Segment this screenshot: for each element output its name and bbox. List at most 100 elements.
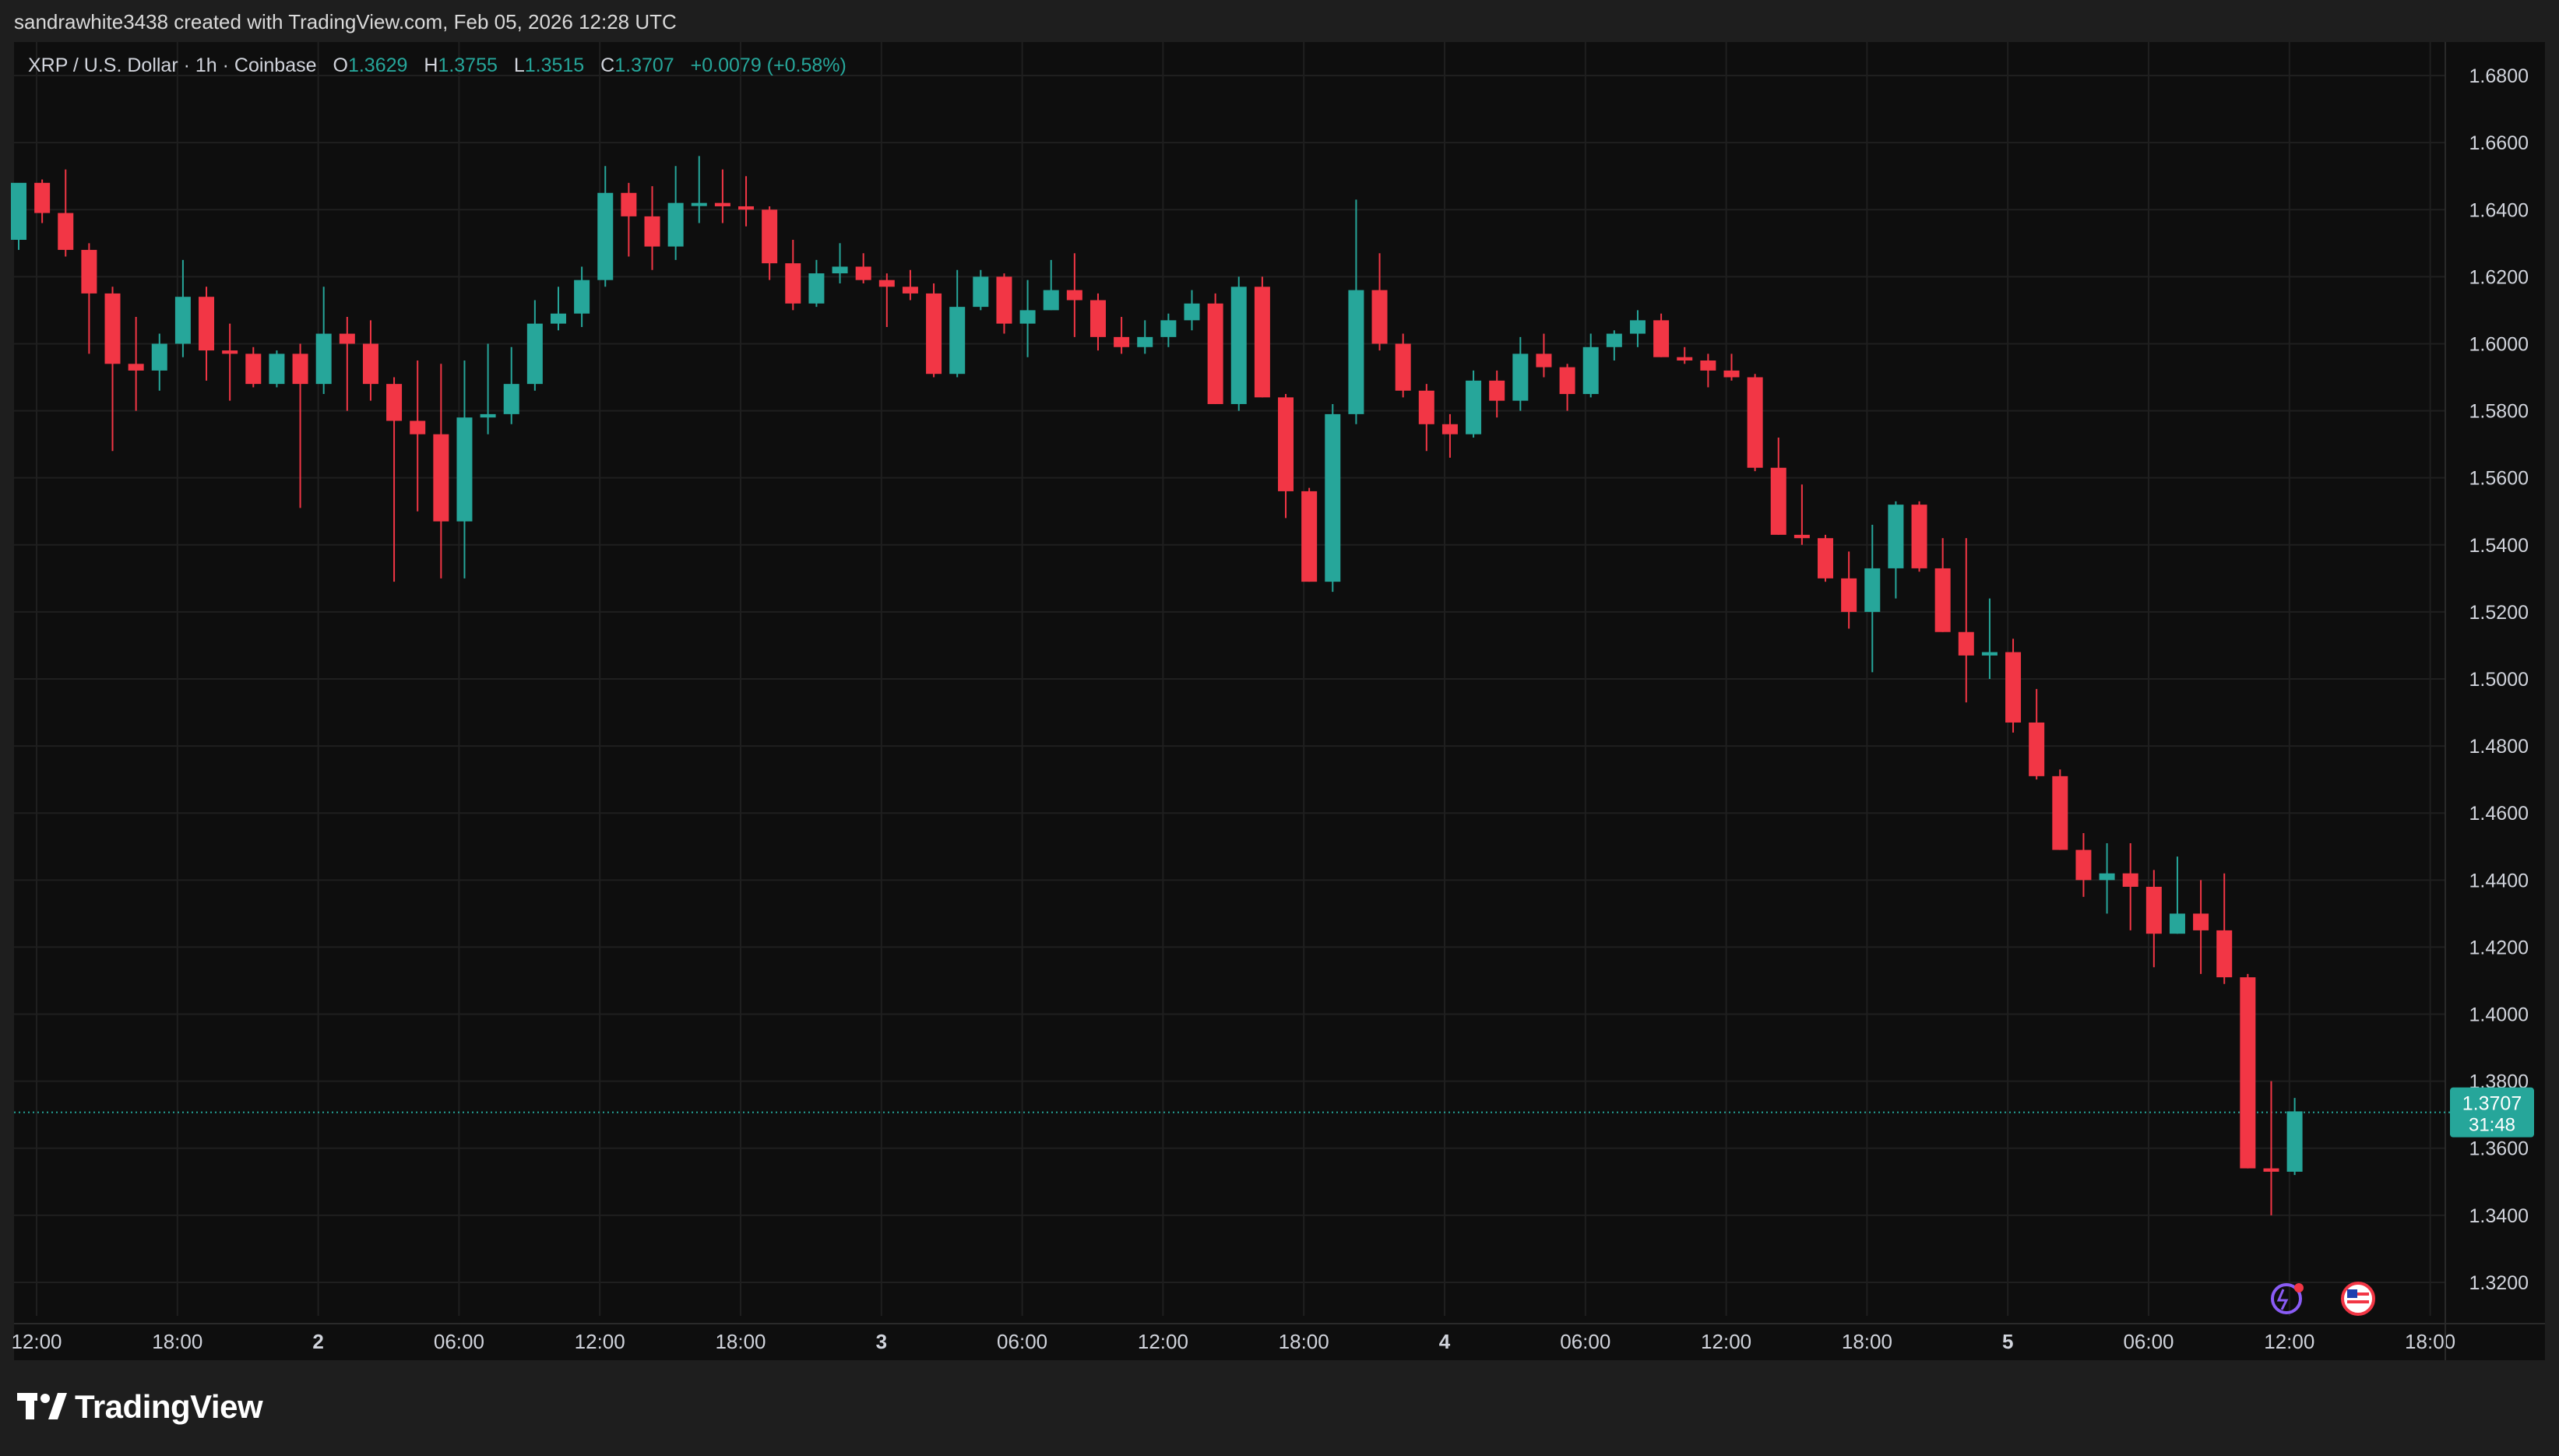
candle-body[interactable] — [1934, 568, 1951, 632]
candle-body[interactable] — [2099, 873, 2115, 881]
candle-body[interactable] — [1066, 290, 1082, 301]
candle-body[interactable] — [222, 350, 238, 354]
candle-body[interactable] — [1019, 310, 1036, 324]
candle-body[interactable] — [973, 276, 989, 308]
candle-body[interactable] — [1089, 300, 1106, 337]
candle-body[interactable] — [315, 333, 332, 385]
candle-body[interactable] — [878, 280, 895, 287]
candle-body[interactable] — [1418, 390, 1434, 424]
candle-body[interactable] — [644, 216, 660, 247]
candle-body[interactable] — [2005, 652, 2022, 723]
candle-body[interactable] — [1441, 424, 1458, 434]
candle-body[interactable] — [151, 343, 167, 371]
candle-body[interactable] — [1278, 397, 1294, 491]
candle-body[interactable] — [621, 192, 637, 216]
candle-body[interactable] — [855, 266, 871, 280]
candle-body[interactable] — [1536, 353, 1552, 368]
candle-body[interactable] — [1677, 357, 1693, 360]
candle-body[interactable] — [34, 182, 51, 213]
candle-body[interactable] — [1770, 467, 1786, 535]
candle-body[interactable] — [2029, 722, 2045, 776]
candle-body[interactable] — [1371, 290, 1388, 344]
chart-panel[interactable] — [14, 42, 2545, 1360]
candle-body[interactable] — [1864, 568, 1881, 612]
candle-body[interactable] — [245, 353, 262, 385]
ai-assistant-icon[interactable] — [2271, 1283, 2302, 1314]
candle-body[interactable] — [1254, 287, 1270, 398]
candle-body[interactable] — [81, 249, 97, 294]
candle-body[interactable] — [503, 384, 519, 414]
candle-body[interactable] — [1160, 320, 1177, 337]
candle-body[interactable] — [1207, 303, 1223, 404]
candle-body[interactable] — [1582, 346, 1599, 395]
candle-body[interactable] — [738, 206, 755, 210]
candle-body[interactable] — [1301, 491, 1318, 582]
candle-body[interactable] — [199, 297, 215, 351]
candle-body[interactable] — [1559, 367, 1575, 395]
candle-body[interactable] — [128, 364, 144, 371]
candle-body[interactable] — [1230, 287, 1247, 404]
candle-body[interactable] — [1325, 413, 1341, 582]
candlestick-chart[interactable]: 1.6800 1.6600 1.6400 1.6200 1.6000 1.5800 1.56… — [0, 0, 2559, 1360]
candle-body[interactable] — [2216, 930, 2233, 978]
candle-body[interactable] — [526, 323, 543, 385]
candle-body[interactable] — [174, 297, 191, 344]
candle-body[interactable] — [292, 353, 308, 385]
candle-body[interactable] — [996, 276, 1012, 324]
candle-body[interactable] — [949, 307, 966, 375]
candle-body[interactable] — [785, 263, 801, 304]
candle-body[interactable] — [433, 434, 449, 522]
candle-body[interactable] — [362, 343, 378, 385]
candle-body[interactable] — [714, 202, 730, 206]
candle-body[interactable] — [1489, 380, 1505, 401]
candle-body[interactable] — [808, 273, 825, 304]
candle-body[interactable] — [902, 287, 918, 294]
candle-body[interactable] — [1114, 336, 1130, 347]
candle-body[interactable] — [1348, 290, 1364, 414]
candle-body[interactable] — [339, 333, 355, 344]
candle-body[interactable] — [832, 266, 848, 274]
tradingview-logo[interactable]: TradingView — [17, 1388, 263, 1426]
candle-body[interactable] — [1841, 578, 1857, 612]
candle-body[interactable] — [1184, 303, 1200, 321]
candle-body[interactable] — [926, 293, 942, 375]
candle-body[interactable] — [1395, 343, 1411, 391]
candle-body[interactable] — [2169, 913, 2185, 934]
candle-body[interactable] — [2193, 913, 2209, 930]
candle-body[interactable] — [480, 413, 496, 418]
candle-body[interactable] — [1723, 370, 1740, 378]
candle-body[interactable] — [1629, 320, 1646, 334]
candle-body[interactable] — [386, 384, 403, 421]
symbol-title[interactable]: XRP / U.S. Dollar · 1h · Coinbase — [28, 55, 317, 76]
candle-body[interactable] — [667, 202, 684, 247]
candle-body[interactable] — [2263, 1168, 2279, 1172]
candle-body[interactable] — [456, 417, 473, 522]
candle-body[interactable] — [1793, 534, 1810, 539]
candle-body[interactable] — [2240, 977, 2256, 1169]
candle-body[interactable] — [1911, 505, 1927, 568]
candle-body[interactable] — [2075, 849, 2092, 881]
candle-body[interactable] — [2286, 1111, 2303, 1172]
candle-body[interactable] — [410, 420, 426, 434]
candle-body[interactable] — [2122, 873, 2138, 887]
candle-body[interactable] — [597, 192, 614, 280]
candle-body[interactable] — [1981, 652, 1998, 656]
candle-body[interactable] — [1747, 377, 1763, 468]
candle-body[interactable] — [550, 313, 566, 324]
candle-body[interactable] — [2052, 775, 2068, 850]
candle-body[interactable] — [1043, 290, 1059, 311]
candle-body[interactable] — [269, 353, 285, 385]
candle-body[interactable] — [1958, 631, 1974, 656]
candle-body[interactable] — [1818, 538, 1834, 579]
candle-body[interactable] — [691, 202, 707, 206]
candle-body[interactable] — [104, 293, 121, 364]
candle-body[interactable] — [1888, 505, 1904, 568]
candle-body[interactable] — [58, 213, 74, 250]
candle-body[interactable] — [1512, 353, 1529, 401]
candle-body[interactable] — [1653, 320, 1670, 357]
us-flag-icon[interactable] — [2341, 1282, 2375, 1316]
candle-body[interactable] — [1137, 336, 1153, 347]
candle-body[interactable] — [1606, 333, 1622, 347]
candle-body[interactable] — [1466, 380, 1482, 434]
candle-body[interactable] — [1700, 360, 1716, 371]
